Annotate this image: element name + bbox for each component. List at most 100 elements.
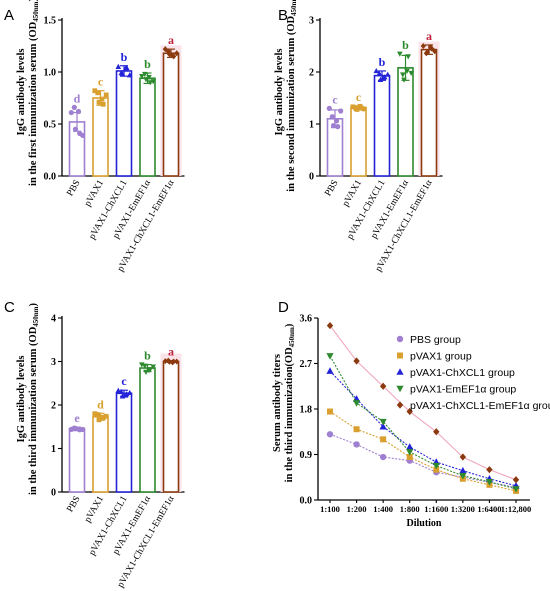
y-tick-label-C: 2 <box>51 401 56 412</box>
data-point-B <box>357 103 363 109</box>
bar-A <box>162 52 180 177</box>
significance-label-A: d <box>74 91 81 105</box>
y-axis-label-C-line1: IgG antibody levels <box>16 356 27 443</box>
x-tick-label-D: 1:100 <box>320 504 340 514</box>
y-axis-label-A-close: ) <box>28 0 39 2</box>
data-point-A <box>139 73 145 80</box>
series-point-4 <box>459 453 467 461</box>
data-point-B <box>373 67 380 74</box>
y-axis-label-B-line1: IgG antibody levels <box>274 49 285 136</box>
series-point-1 <box>380 436 387 443</box>
series-point-4 <box>379 382 387 390</box>
y-tick-label-B: 1 <box>309 120 314 131</box>
y-axis-label-D-line1: Serum antibody titers <box>272 354 283 452</box>
significance-label-C: a <box>168 345 174 359</box>
data-point-C <box>75 426 82 432</box>
y-axis-label-C-close: ) <box>28 302 39 306</box>
bar-C <box>68 428 86 493</box>
bar-B <box>373 74 391 177</box>
x-tick-label-D: 1:3200 <box>451 504 475 514</box>
data-point-B <box>380 75 387 81</box>
data-point-B <box>408 70 414 77</box>
y-axis-label-C: IgG antibody levelsin the third immuniza… <box>16 302 40 495</box>
series-point-0 <box>379 453 387 461</box>
series-point-3 <box>432 462 440 470</box>
data-point-C <box>99 414 105 420</box>
panel-d-chart: 0.0 0.9 1.8 2.7 3.6 1:100 1:200 1:400 1:800 1:160… <box>272 314 550 530</box>
data-point-C <box>146 368 152 374</box>
significance-label-C: e <box>74 411 80 425</box>
data-point-B <box>432 48 438 55</box>
data-point-C <box>115 387 122 393</box>
y-axis-label-C-line2: in the third immunization serum (OD <box>28 326 39 495</box>
data-point-B <box>420 43 426 49</box>
category-label-C: PBS <box>65 495 82 515</box>
data-point-B <box>404 68 410 74</box>
legend-label-0: PBS group <box>410 334 461 346</box>
bar-C <box>115 392 133 493</box>
y-tick-label-B: 0 <box>309 172 314 183</box>
y-axis-label-A-sub: 450nm <box>32 1 40 21</box>
series-line-0 <box>329 433 517 488</box>
series-point-4 <box>353 357 360 365</box>
y-tick-label-D: 0.9 <box>300 450 313 461</box>
legend-marker-0 <box>396 335 404 343</box>
data-point-C <box>118 388 125 395</box>
bar-C <box>139 367 156 493</box>
data-point-A <box>165 48 171 55</box>
y-axis-label-B-line2: in the second immunization serum (OD <box>286 16 297 192</box>
y-tick-label-D: 2.7 <box>300 359 313 370</box>
legend-marker-2 <box>396 368 404 375</box>
data-point-C <box>162 358 168 365</box>
data-point-C <box>96 417 102 423</box>
y-tick-label-A: 1.0 <box>44 68 57 79</box>
data-point-B <box>338 108 344 114</box>
data-point-C <box>103 413 109 419</box>
y-axis-label-B: IgG antibody levelsin the second immuniz… <box>274 0 298 192</box>
data-point-A <box>68 109 74 116</box>
x-axis-label-D: Dilution <box>406 518 441 529</box>
data-point-B <box>361 106 367 112</box>
data-point-B <box>405 54 411 60</box>
y-axis-label-D-line2: in the third immunization(OD <box>284 347 295 482</box>
series-point-2 <box>406 443 414 450</box>
data-point-C <box>150 364 156 370</box>
data-point-A <box>92 88 98 94</box>
series-point-4 <box>433 428 440 436</box>
significance-label-B: b <box>379 55 386 69</box>
data-point-C <box>92 411 98 417</box>
significance-label-C: c <box>121 374 127 388</box>
significance-label-A: b <box>121 50 128 64</box>
panel-label-b: B <box>278 7 288 24</box>
significance-label-A: b <box>144 57 151 71</box>
series-point-1 <box>433 466 440 473</box>
x-tick-label-D: 1:400 <box>373 504 393 514</box>
significance-label-B: b <box>402 38 409 52</box>
series-point-4 <box>326 321 334 330</box>
series-line-3 <box>329 355 517 490</box>
y-axis-label-C-sub: 450nm <box>32 306 40 326</box>
series-point-0 <box>326 431 334 438</box>
series-point-2 <box>379 422 387 430</box>
x-tick-label-D: 1:200 <box>347 504 367 514</box>
significance-label-A: c <box>98 75 104 89</box>
data-point-A <box>72 126 79 132</box>
data-point-A <box>169 52 176 59</box>
data-point-C <box>122 392 129 398</box>
panel-label-c: C <box>4 299 15 316</box>
data-point-C <box>169 359 176 366</box>
data-point-B <box>376 70 383 76</box>
data-point-B <box>401 77 407 83</box>
significance-label-B: a <box>426 29 432 43</box>
data-point-A <box>147 80 153 86</box>
panel-b-chart: 0 1 2 3 IgG antibody levelsin the second imm… <box>274 0 443 274</box>
data-point-B <box>353 106 359 111</box>
y-tick-label-C: 4 <box>51 314 56 325</box>
y-tick-label-D: 3.6 <box>300 314 313 325</box>
data-point-B <box>377 76 384 82</box>
data-point-A <box>75 108 82 115</box>
data-point-A <box>95 90 101 96</box>
x-tick-label-D: 1:800 <box>400 504 420 514</box>
legend-marker-4 <box>396 401 404 409</box>
